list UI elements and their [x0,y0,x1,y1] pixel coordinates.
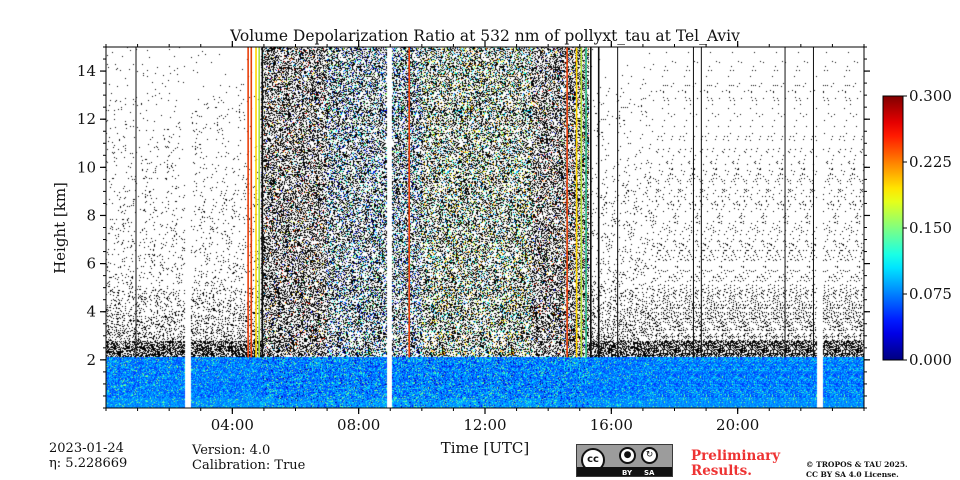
preliminary-line-2: Results. [691,463,752,479]
colorbar-tick-label: 0.150 [909,219,952,237]
license-line-2: CC BY SA 4.0 License. [806,470,899,479]
y-tick-label: 4 [86,303,96,321]
y-axis-label: Height [km] [51,182,69,274]
calibration-label: Calibration: True [192,458,306,473]
y-tick-label: 6 [86,255,96,273]
measurement-info: 2023-01-24 η: 5.228669 [49,441,127,471]
colorbar-tick-label: 0.225 [909,153,952,171]
colorbar-tick-label: 0.300 [909,87,952,105]
artifact-column [580,47,583,358]
badge-sa-text: SA [644,469,655,477]
artifact-columns [247,47,600,358]
y-tick-label: 8 [86,206,96,224]
badge-by-text: BY [622,469,633,477]
artifact-column [597,47,600,358]
x-tick-label: 04:00 [211,416,254,434]
badge-bar [577,467,672,476]
artifact-column [261,47,264,358]
y-tick-label: 12 [77,110,96,128]
version-info: Version: 4.0 Calibration: True [192,443,305,473]
license-notice: © TROPOS & TAU 2025. CC BY SA 4.0 Licens… [806,460,908,480]
license-line-1: © TROPOS & TAU 2025. [806,460,908,469]
axes: 04:00 08:00 12:00 16:00 20:00 2 4 6 8 10 12 14 [77,41,870,434]
artifact-column [255,47,257,358]
artifact-column [575,47,578,358]
colorbar-tick-label: 0.000 [909,351,952,369]
depolarization-raster [106,47,864,408]
x-tick-label: 20:00 [716,416,759,434]
date-label: 2023-01-24 [49,441,124,456]
eta-label: η: 5.228669 [49,456,128,471]
y-tick-label: 14 [77,62,96,80]
colorbar-gradient [882,95,904,361]
cc-license-badge: cc ● ↻ BY SA [576,444,673,477]
share-alike-icon: ↻ [641,447,658,464]
colorbar-tick-label: 0.075 [909,285,952,303]
y-tick-label: 2 [86,351,96,369]
artifact-column [258,47,260,358]
x-tick-label: 16:00 [590,416,633,434]
version-label: Version: 4.0 [192,443,271,458]
x-tick-label: 12:00 [463,416,506,434]
heatmap-plot-area [106,47,864,408]
artifact-column [408,47,410,358]
artifact-column [247,47,249,358]
chart-title: Volume Depolarization Ratio at 532 nm of… [229,27,740,45]
x-axis-label: Time [UTC] [441,439,530,457]
black-profile-lines [135,47,814,358]
x-tick-label: 08:00 [337,416,380,434]
artifact-column [590,47,592,358]
artifact-column [585,47,587,358]
y-tick-label: 10 [77,158,96,176]
artifact-column [250,47,253,358]
preliminary-results-note: Preliminary Results. [691,449,780,479]
preliminary-line-1: Preliminary [691,448,781,464]
colorbar: 0.000 0.075 0.150 0.225 0.300 [882,87,952,369]
by-person-icon: ● [619,447,636,464]
artifact-column [566,47,568,358]
